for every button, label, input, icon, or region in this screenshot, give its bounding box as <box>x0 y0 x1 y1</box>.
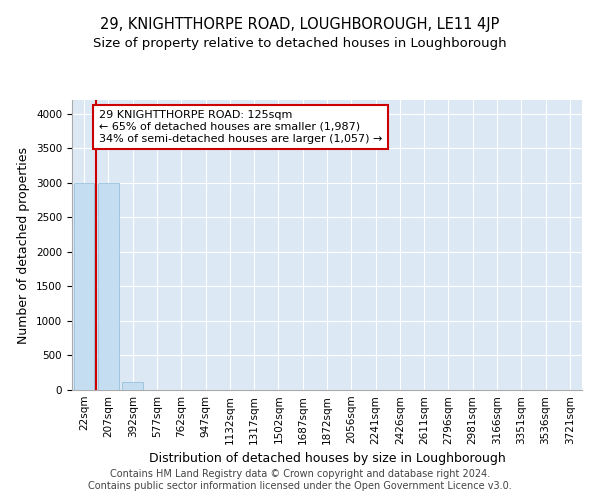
Bar <box>98 183 119 390</box>
Text: 29, KNIGHTTHORPE ROAD, LOUGHBOROUGH, LE11 4JP: 29, KNIGHTTHORPE ROAD, LOUGHBOROUGH, LE1… <box>100 18 500 32</box>
Text: Contains HM Land Registry data © Crown copyright and database right 2024.
Contai: Contains HM Land Registry data © Crown c… <box>88 470 512 491</box>
X-axis label: Distribution of detached houses by size in Loughborough: Distribution of detached houses by size … <box>149 452 505 465</box>
Text: 29 KNIGHTTHORPE ROAD: 125sqm
← 65% of detached houses are smaller (1,987)
34% of: 29 KNIGHTTHORPE ROAD: 125sqm ← 65% of de… <box>99 110 382 144</box>
Bar <box>74 183 94 390</box>
Y-axis label: Number of detached properties: Number of detached properties <box>17 146 31 344</box>
Text: Size of property relative to detached houses in Loughborough: Size of property relative to detached ho… <box>93 38 507 51</box>
Bar <box>122 382 143 390</box>
